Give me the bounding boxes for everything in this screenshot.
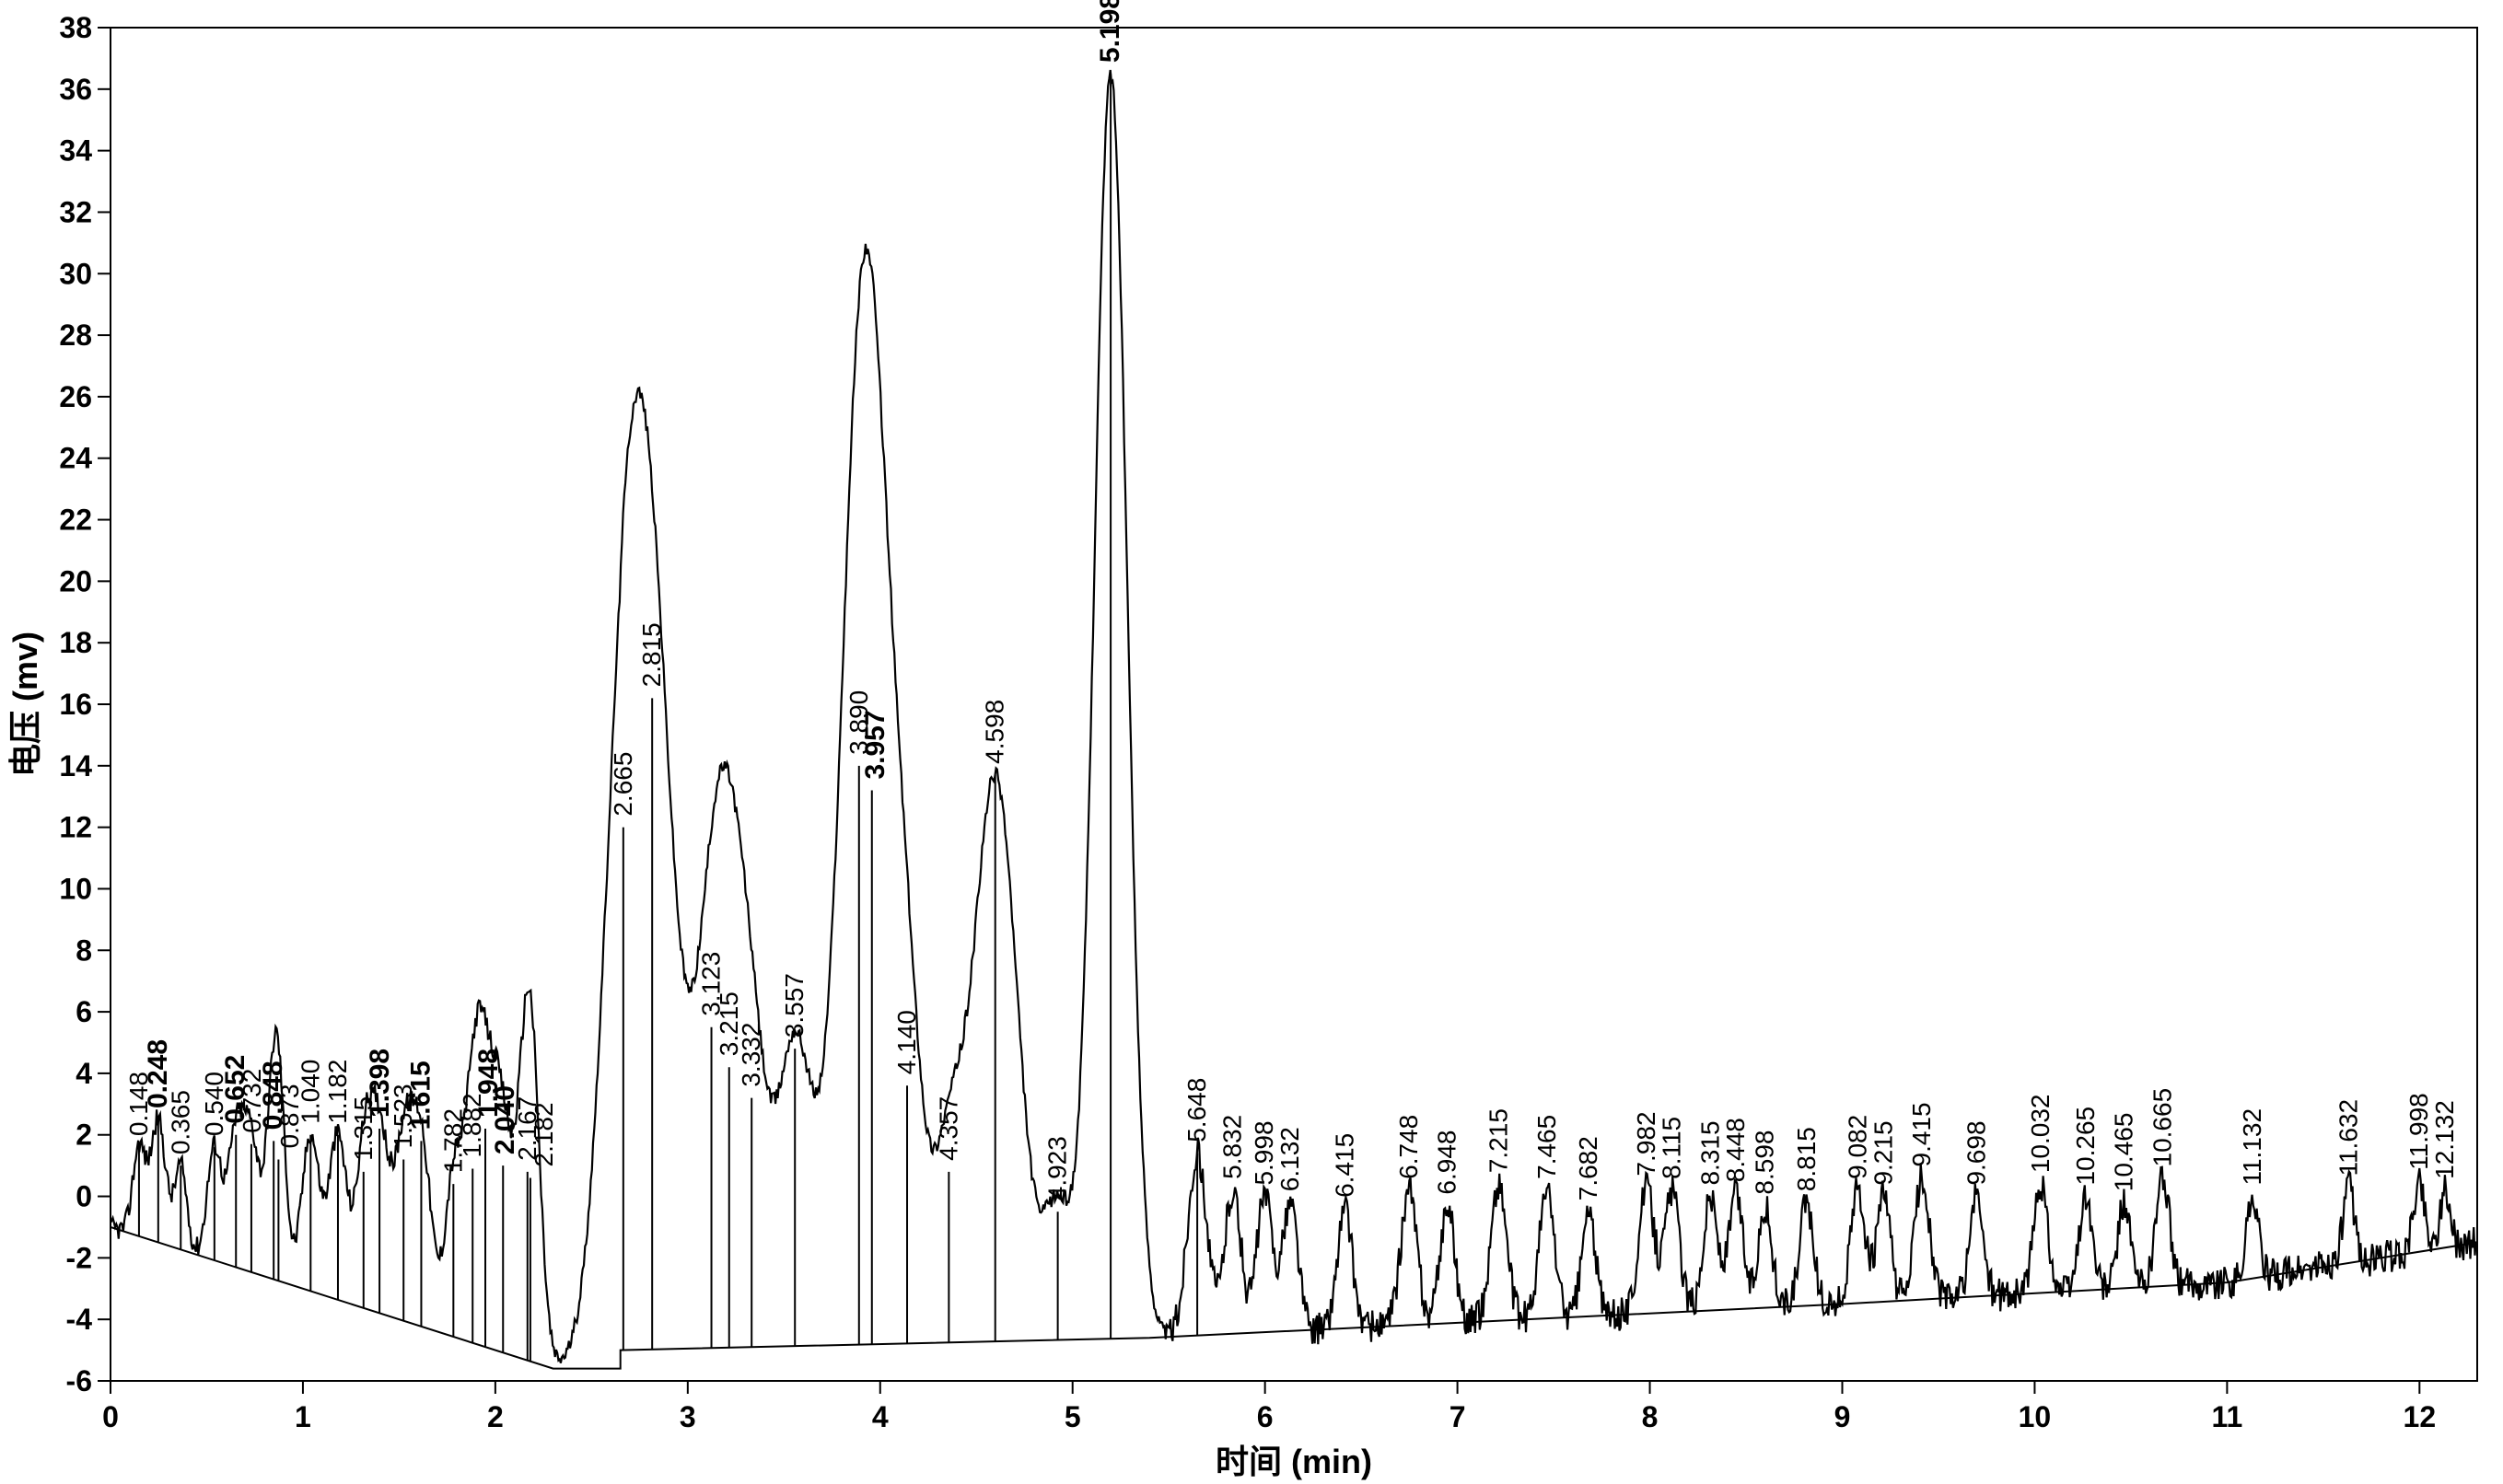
y-tick-label: 24 xyxy=(59,442,92,475)
peak-label: 9.082 xyxy=(1844,1115,1872,1179)
peak-label: 0.365 xyxy=(166,1090,194,1154)
peak-label: 8.448 xyxy=(1721,1118,1750,1182)
x-axis-title: 时间 (min) xyxy=(1216,1443,1372,1480)
y-tick-label: 30 xyxy=(59,257,92,290)
peak-label: 8.315 xyxy=(1695,1120,1724,1185)
peak-label: 12.132 xyxy=(2430,1100,2459,1179)
peak-label: 6.415 xyxy=(1330,1133,1358,1198)
y-axis-title: 电压 (mv) xyxy=(6,632,44,777)
x-tick-label: 11 xyxy=(2211,1400,2242,1433)
peak-label: 1.615 xyxy=(405,1061,436,1130)
peak-label: 6.948 xyxy=(1433,1130,1461,1194)
peak-label: 9.698 xyxy=(1962,1120,1990,1185)
peak-label: 5.998 xyxy=(1250,1120,1278,1185)
peak-label: 10.265 xyxy=(2071,1107,2100,1186)
peak-label: 7.215 xyxy=(1484,1108,1513,1173)
peak-label: 11.632 xyxy=(2334,1099,2362,1177)
peak-label: 5.832 xyxy=(1218,1115,1247,1179)
y-tick-label: -6 xyxy=(66,1364,92,1397)
y-tick-label: 16 xyxy=(59,688,92,721)
peak-label: 4.923 xyxy=(1043,1136,1072,1200)
x-tick-label: 5 xyxy=(1065,1400,1081,1433)
peak-label: 7.465 xyxy=(1532,1115,1561,1179)
baseline xyxy=(111,1227,2477,1369)
peak-label: 9.415 xyxy=(1907,1102,1936,1166)
y-tick-label: 26 xyxy=(59,380,92,413)
peak-label: 4.357 xyxy=(934,1096,962,1161)
x-tick-label: 6 xyxy=(1257,1400,1274,1433)
y-tick-label: 38 xyxy=(59,11,92,44)
peak-label: 8.815 xyxy=(1792,1127,1821,1191)
peak-label: 6.748 xyxy=(1394,1115,1423,1179)
peak-label: 6.132 xyxy=(1275,1127,1304,1191)
peak-label: 8.598 xyxy=(1750,1130,1778,1194)
x-tick-label: 0 xyxy=(102,1400,119,1433)
x-tick-label: 4 xyxy=(872,1400,889,1433)
y-tick-label: 20 xyxy=(59,564,92,597)
peak-label: 3.332 xyxy=(737,1023,765,1087)
y-tick-label: 36 xyxy=(59,73,92,106)
y-tick-label: 22 xyxy=(59,504,92,537)
peak-label: 5.198 xyxy=(1095,0,1125,63)
y-tick-label: 12 xyxy=(59,811,92,844)
y-tick-label: -4 xyxy=(66,1303,93,1336)
peak-label: 7.982 xyxy=(1632,1111,1660,1176)
y-tick-label: 32 xyxy=(59,195,92,228)
y-tick-label: 4 xyxy=(76,1057,92,1090)
y-tick-label: -2 xyxy=(66,1241,92,1274)
chart-svg: 0123456789101112-6-4-2024681012141618202… xyxy=(0,0,2503,1484)
peak-label: 1.182 xyxy=(323,1060,352,1124)
chromatogram-chart: 0123456789101112-6-4-2024681012141618202… xyxy=(0,0,2503,1484)
peak-label: 4.140 xyxy=(892,1010,921,1074)
x-tick-label: 1 xyxy=(295,1400,311,1433)
peak-label: 3.557 xyxy=(780,973,809,1038)
peak-label: 8.115 xyxy=(1658,1117,1686,1179)
peak-label: 10.032 xyxy=(2026,1095,2055,1174)
peak-label: 10.465 xyxy=(2110,1113,2138,1192)
y-tick-label: 0 xyxy=(76,1180,92,1213)
peak-label: 11.998 xyxy=(2404,1093,2433,1170)
y-tick-label: 34 xyxy=(59,134,92,168)
peak-label: 2.665 xyxy=(609,752,637,817)
peak-label: 7.682 xyxy=(1574,1136,1602,1200)
peak-label: 2.815 xyxy=(637,622,666,687)
peak-label: 2.182 xyxy=(530,1102,558,1166)
x-tick-label: 8 xyxy=(1642,1400,1659,1433)
peak-label: 3.957 xyxy=(860,710,891,779)
peak-label: 11.132 xyxy=(2238,1108,2266,1186)
y-tick-label: 2 xyxy=(76,1119,92,1152)
y-tick-label: 14 xyxy=(59,749,92,783)
y-tick-label: 28 xyxy=(59,319,92,352)
x-tick-label: 10 xyxy=(2019,1400,2052,1433)
x-tick-label: 2 xyxy=(487,1400,504,1433)
y-tick-label: 10 xyxy=(59,872,92,905)
y-tick-label: 18 xyxy=(59,626,92,659)
x-tick-label: 7 xyxy=(1449,1400,1466,1433)
peak-label: 1.040 xyxy=(296,1060,324,1124)
peak-label: 9.215 xyxy=(1869,1120,1897,1185)
y-tick-label: 8 xyxy=(76,933,92,967)
peak-label: 10.665 xyxy=(2148,1088,2176,1167)
x-tick-label: 12 xyxy=(2404,1400,2437,1433)
x-tick-label: 9 xyxy=(1834,1400,1851,1433)
peak-label: 5.648 xyxy=(1182,1078,1211,1142)
y-tick-label: 6 xyxy=(76,995,92,1028)
peak-label: 4.598 xyxy=(981,700,1009,764)
x-tick-label: 3 xyxy=(680,1400,696,1433)
